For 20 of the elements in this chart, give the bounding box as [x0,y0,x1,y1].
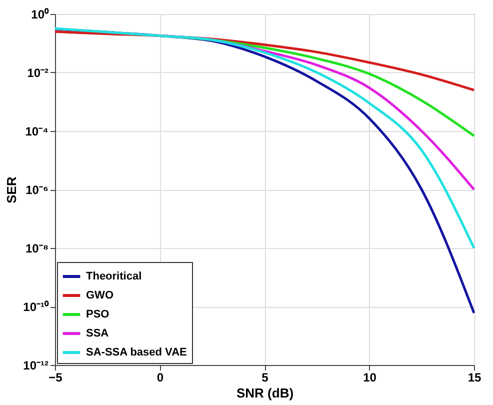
y-tick-label: 10⁻¹² [23,358,48,372]
x-tick-label: 15 [468,370,482,384]
x-axis-title: SNR (dB) [236,386,294,400]
y-tick-label: 10⁻¹⁰ [23,300,50,314]
y-tick-label: 10⁻⁶ [26,183,48,197]
legend-label: SSA [86,328,109,340]
y-axis-title: SER [4,176,20,204]
x-tick-label: 0 [156,370,164,384]
legend-label: PSO [86,308,110,320]
x-tick-label: −5 [48,370,63,384]
legend-label: GWO [86,290,114,302]
x-tick-label: 10 [363,370,377,384]
legend-label: Theoritical [86,270,142,282]
y-tick-label: 10⁰ [31,8,50,22]
x-tick-label: 5 [262,370,269,384]
y-tick-label: 10⁻⁴ [25,124,49,138]
line-series [54,27,476,250]
y-tick-label: 10⁻⁸ [25,242,48,256]
legend-label: SA-SSA based VAE [86,346,187,358]
y-tick-label: 10⁻² [27,66,49,80]
